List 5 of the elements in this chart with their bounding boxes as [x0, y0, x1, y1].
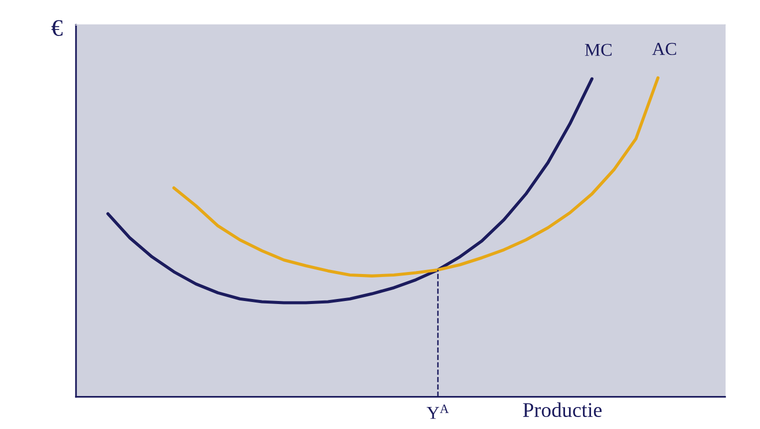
series-label: MC: [585, 44, 612, 56]
x-axis-title: Productie: [523, 402, 602, 418]
series-label: AC: [652, 42, 676, 56]
y-axis-title: €: [51, 20, 63, 36]
text: Y$^{A}$: [426, 404, 449, 419]
